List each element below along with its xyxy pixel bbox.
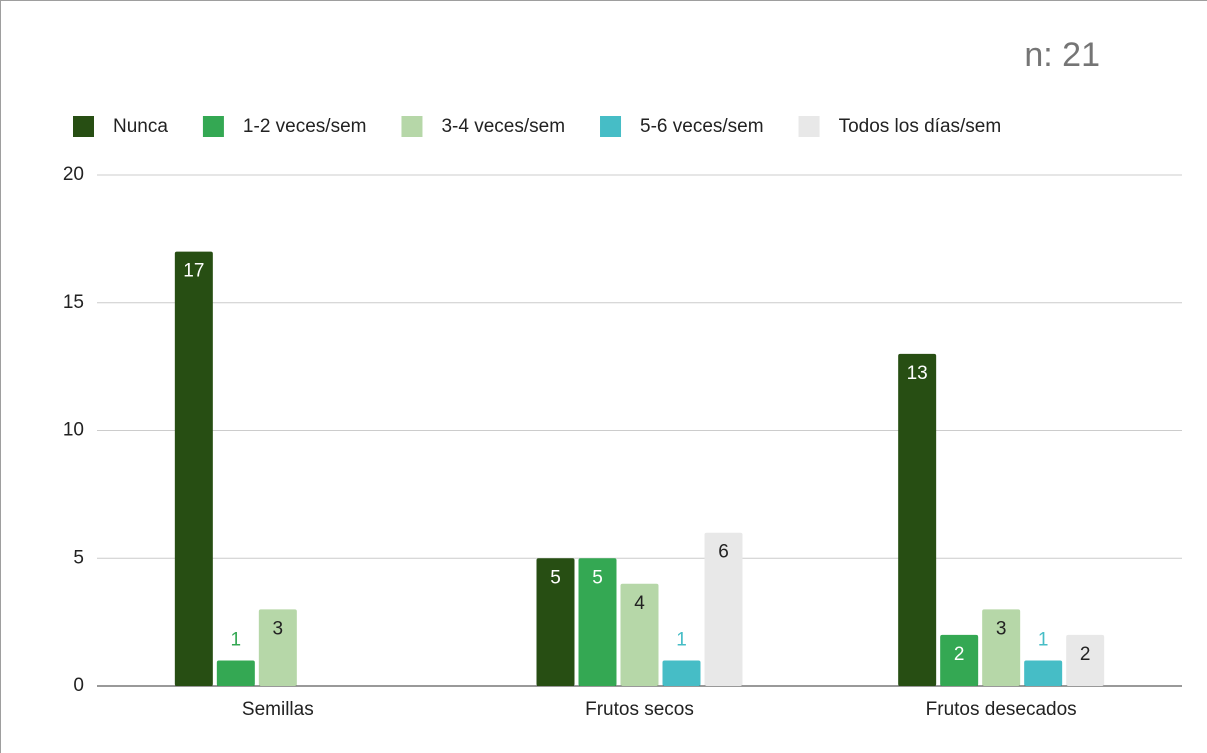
- data-label: 1: [1038, 629, 1049, 650]
- x-tick-label: Semillas: [242, 699, 314, 720]
- legend-label: 5-6 veces/sem: [640, 116, 764, 137]
- data-label: 5: [592, 567, 603, 588]
- legend-label: Nunca: [113, 116, 168, 137]
- data-label: 1: [676, 629, 687, 650]
- data-label: 3: [273, 618, 284, 639]
- data-label: 17: [183, 261, 204, 282]
- bar: [940, 634, 979, 686]
- legend-swatch: [798, 116, 820, 137]
- legend-label: Todos los días/sem: [839, 116, 1002, 137]
- bar: [536, 558, 575, 686]
- data-label: 1: [231, 629, 242, 650]
- legend-swatch: [600, 116, 622, 137]
- data-label: 2: [1080, 644, 1091, 665]
- data-label: 2: [954, 644, 965, 665]
- bar: [174, 251, 213, 686]
- y-tick-label: 20: [63, 164, 84, 185]
- y-tick-label: 10: [63, 420, 84, 441]
- data-label: 3: [996, 618, 1007, 639]
- bar: [898, 353, 937, 686]
- bar: [216, 660, 255, 686]
- bar: [578, 558, 617, 686]
- x-tick-label: Frutos desecados: [926, 699, 1077, 720]
- data-label: 13: [907, 363, 928, 384]
- y-tick-label: 5: [73, 547, 84, 568]
- legend-swatch: [202, 116, 224, 137]
- data-label: 6: [718, 542, 729, 563]
- y-tick-label: 0: [73, 675, 84, 696]
- legend-label: 3-4 veces/sem: [441, 116, 565, 137]
- legend-swatch: [401, 116, 423, 137]
- x-tick-label: Frutos secos: [585, 699, 694, 720]
- bar: [620, 583, 659, 686]
- bar: [982, 609, 1021, 686]
- data-label: 4: [634, 593, 645, 614]
- chart-title: n: 21: [1024, 36, 1100, 74]
- legend-label: 1-2 veces/sem: [243, 116, 367, 137]
- bar: [662, 660, 701, 686]
- bar: [1066, 634, 1105, 686]
- legend-swatch: [73, 116, 94, 137]
- bar: [1024, 660, 1063, 686]
- bar: [258, 609, 297, 686]
- data-label: 5: [550, 567, 561, 588]
- y-tick-label: 15: [63, 292, 84, 313]
- bar: [704, 532, 743, 686]
